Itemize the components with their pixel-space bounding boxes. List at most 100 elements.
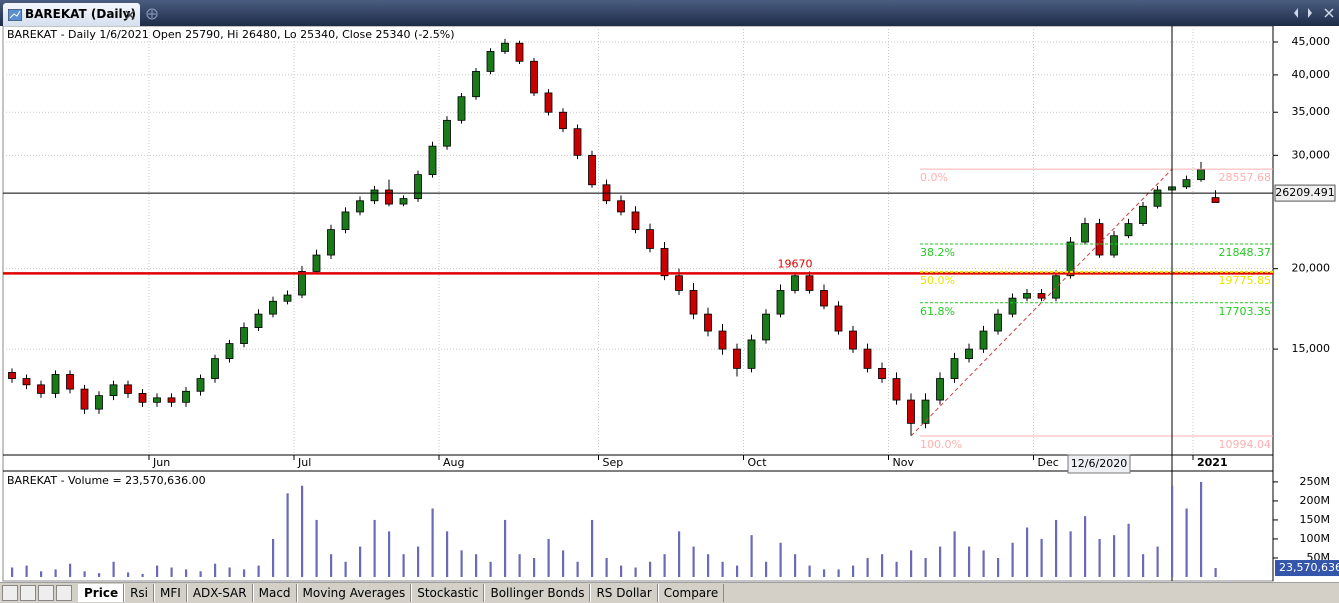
candle-body <box>1182 179 1191 188</box>
sheet-tab[interactable]: Bollinger Bonds <box>484 584 591 602</box>
volume-bar <box>431 508 434 577</box>
plot-frame <box>2 26 1274 582</box>
last-value-label: 23,570,636 <box>1279 561 1339 574</box>
prev-sheet[interactable] <box>20 585 36 601</box>
volume-bar <box>185 569 188 577</box>
y-tick-label: 200M <box>1300 494 1331 507</box>
candle-body <box>109 384 118 397</box>
close-tab[interactable] <box>125 10 135 20</box>
candle-body <box>95 395 103 410</box>
volume-bar <box>910 550 913 577</box>
candle-body <box>631 211 640 231</box>
candle-body <box>457 96 466 121</box>
next-sheet[interactable] <box>38 585 54 601</box>
volume-bar <box>417 546 420 577</box>
volume-bar <box>808 565 811 577</box>
candle-body <box>501 42 509 52</box>
volume-bar <box>953 531 956 577</box>
window-tab[interactable]: BAREKAT (Daily) <box>3 3 140 26</box>
candle-body <box>820 290 828 307</box>
volume-bar <box>460 550 463 577</box>
candle-body <box>269 300 277 315</box>
candle-body <box>80 388 89 410</box>
x-tick-label: 2021 <box>1197 456 1228 469</box>
volume-bar <box>475 554 478 577</box>
volume-bar <box>301 485 304 577</box>
candle-body <box>704 313 712 332</box>
volume-bar <box>852 565 855 577</box>
sheet-tab[interactable]: Price <box>78 584 125 602</box>
y-tick-label: 45,000 <box>1292 35 1331 48</box>
candle-body <box>138 393 147 403</box>
candle-body <box>283 294 292 302</box>
candle-body <box>1153 189 1162 207</box>
volume-bar <box>1098 538 1101 577</box>
volume-bar <box>388 531 391 577</box>
sheet-tab[interactable]: RS Dollar <box>590 584 658 602</box>
sheet-tab[interactable]: Rsi <box>124 584 155 602</box>
last-sheet[interactable] <box>56 585 72 601</box>
candle-body <box>1197 169 1205 181</box>
sheet-tab[interactable]: ADX-SAR <box>186 584 253 602</box>
volume-bar <box>634 567 637 577</box>
chart: Jun Jul Aug Sep Oct Nov Dec 2021 15,000 20,000 30,… <box>2 26 1339 582</box>
candle-body <box>718 330 727 350</box>
volume-bar <box>707 554 710 577</box>
sheet-tabs: Price Rsi MFI ADX-SAR Macd Moving Averages Sto… <box>0 582 1339 603</box>
first-sheet[interactable] <box>2 585 18 601</box>
volume-bar <box>881 554 884 577</box>
window-controls[interactable] <box>1292 6 1339 20</box>
volume-bar <box>25 565 28 577</box>
volume-bar <box>982 550 985 577</box>
candle-body <box>66 374 74 390</box>
new-tab[interactable] <box>145 7 159 21</box>
candle-body <box>733 348 741 369</box>
volume-bar <box>243 569 246 577</box>
y-tick-label: 150M <box>1300 513 1331 526</box>
candle-body <box>805 275 814 291</box>
volume-bar <box>112 561 115 577</box>
volume-bar <box>344 561 347 577</box>
fib-value: 19775.85 <box>1219 274 1272 287</box>
y-tick-label: 100M <box>1300 532 1331 545</box>
chart-icon <box>8 9 22 21</box>
volume-bar <box>895 561 898 577</box>
volume-bar <box>533 557 536 577</box>
sheet-tab[interactable]: Macd <box>252 584 297 602</box>
volume-bar <box>1200 481 1203 577</box>
sheet-tab[interactable]: Compare <box>657 584 725 602</box>
x-tick-label: Jun <box>152 456 170 469</box>
sheet-tab[interactable]: Stockastic <box>411 584 485 602</box>
horizontal-line-label: 19670 <box>778 257 813 270</box>
candle-body <box>1081 223 1089 243</box>
candle-body <box>196 378 205 392</box>
fib-level: 0.0% <box>920 171 948 184</box>
candle-body <box>414 174 422 199</box>
candle-body <box>849 330 857 350</box>
candle-body <box>124 384 132 394</box>
candle-body <box>370 189 379 202</box>
candle-body <box>167 397 176 403</box>
candle-body <box>617 200 625 213</box>
volume-bar <box>156 565 159 577</box>
volume-bar <box>1185 508 1188 577</box>
y-tick-label: 35,000 <box>1292 105 1331 118</box>
sheet-tab[interactable]: Moving Averages <box>296 584 412 602</box>
volume-bar <box>373 519 376 577</box>
candle-body <box>834 305 843 332</box>
candle-body <box>544 92 553 113</box>
y-tick-label: 15,000 <box>1292 342 1331 355</box>
candle-body <box>1052 275 1060 299</box>
candle-body <box>936 378 944 401</box>
fib-level: 100.0% <box>920 438 962 451</box>
fib-value: 28557.68 <box>1219 171 1272 184</box>
sheet-tab[interactable]: MFI <box>154 584 187 602</box>
volume-bar <box>997 557 1000 577</box>
volume-bar <box>518 554 521 577</box>
volume-bar <box>272 538 275 577</box>
candle-body <box>356 200 364 213</box>
candle-body <box>863 348 872 369</box>
volume-bar <box>649 561 652 577</box>
volume-bar <box>866 557 869 577</box>
volume-bar <box>939 546 942 577</box>
